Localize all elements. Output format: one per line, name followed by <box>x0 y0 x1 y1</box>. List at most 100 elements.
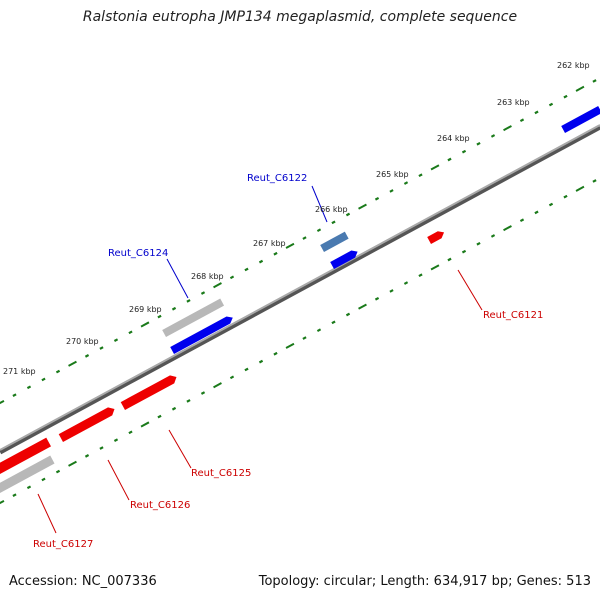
inner-tick <box>26 485 32 490</box>
outer-tick <box>186 299 191 303</box>
pointer-Reut_C6121 <box>457 269 483 311</box>
outer-tick <box>229 275 235 280</box>
inner-tick <box>285 342 295 349</box>
gene-Reut_C6122-highlight <box>330 246 352 262</box>
pointer-Reut_C6126 <box>107 459 130 501</box>
outer-tick <box>200 291 206 295</box>
outer-tick <box>171 306 177 311</box>
outer-tick <box>345 212 351 217</box>
kbp-label: 270 kbp <box>66 337 99 346</box>
kbp-label: 262 kbp <box>557 61 590 70</box>
topology-label: Topology: circular; Length: 634,917 bp; … <box>258 574 591 589</box>
outer-tick <box>55 369 61 374</box>
kbp-label: 267 kbp <box>253 239 286 248</box>
outer-tick <box>128 330 133 335</box>
outer-tick <box>519 118 525 123</box>
inner-tick-track <box>0 179 597 505</box>
outer-tick-track <box>0 79 597 405</box>
gene-forward-262-body <box>561 105 600 133</box>
gene-Reut_C6126 <box>58 403 115 442</box>
pointer-Reut_C6125 <box>168 429 192 469</box>
outer-tick <box>68 360 77 367</box>
inner-tick <box>0 499 5 505</box>
gene-steel-266-highlight <box>320 227 345 245</box>
outer-tick <box>213 282 222 289</box>
gene-Reut_C6127-red <box>0 433 52 474</box>
outer-tick <box>331 220 336 225</box>
gene-Reut_C6121 <box>427 227 445 244</box>
outer-tick <box>490 134 496 138</box>
inner-tick <box>430 264 440 271</box>
outer-tick <box>41 377 46 382</box>
outer-tick <box>258 259 264 264</box>
inner-tick <box>548 202 554 207</box>
pointer-Reut_C6122 <box>311 185 328 223</box>
inner-tick <box>273 351 278 356</box>
gene-Reut_C6121-highlight <box>427 227 438 237</box>
gene-grey-268 <box>162 294 225 337</box>
accession-label: Accession: NC_007336 <box>9 574 157 589</box>
gene-label-Reut_C6122[interactable]: Reut_C6122 <box>247 173 307 184</box>
gene-label-Reut_C6125[interactable]: Reut_C6125 <box>191 468 251 479</box>
inner-tick <box>534 210 539 215</box>
sequence-backbone <box>0 124 600 451</box>
inner-tick <box>461 249 467 254</box>
inner-tick <box>476 241 481 246</box>
outer-tick <box>302 236 307 240</box>
inner-tick <box>563 194 568 199</box>
outer-tick <box>358 203 367 210</box>
gene-label-Reut_C6127[interactable]: Reut_C6127 <box>33 539 93 550</box>
outer-tick <box>0 399 5 405</box>
inner-tick <box>55 469 61 474</box>
outer-tick <box>285 242 295 249</box>
outer-tick <box>592 79 597 83</box>
inner-tick <box>41 477 46 482</box>
gene-Reut_C6121-body <box>427 231 445 244</box>
inner-tick <box>68 460 77 467</box>
inner-tick <box>358 303 367 310</box>
gene-Reut_C6127-red-highlight <box>0 433 47 463</box>
inner-tick <box>258 359 264 364</box>
gene-Reut_C6125 <box>120 371 177 410</box>
kbp-label: 263 kbp <box>497 98 530 107</box>
outer-tick <box>273 251 278 256</box>
inner-tick <box>503 225 512 232</box>
inner-tick <box>316 328 322 333</box>
outer-tick <box>447 157 452 162</box>
gene-Reut_C6127-grey-body <box>0 455 55 493</box>
inner-tick <box>186 399 191 403</box>
gene-Reut_C6125-body <box>120 375 177 410</box>
inner-tick <box>140 421 150 428</box>
inner-tick <box>403 281 409 285</box>
inner-tick <box>575 185 585 192</box>
gene-Reut_C6125-highlight <box>120 371 171 403</box>
outer-tick <box>503 125 512 132</box>
inner-tick <box>229 375 235 380</box>
inner-tick <box>374 296 380 301</box>
inner-tick <box>157 414 162 419</box>
gene-Reut_C6124 <box>170 312 233 354</box>
inner-tick <box>12 493 17 497</box>
gene-label-Reut_C6121[interactable]: Reut_C6121 <box>483 310 543 321</box>
pointer-Reut_C6124 <box>166 258 189 299</box>
outer-tick <box>374 196 380 201</box>
outer-tick <box>548 102 554 107</box>
gene-Reut_C6126-highlight <box>58 403 109 435</box>
inner-tick <box>331 320 336 325</box>
kbp-label: 266 kbp <box>315 205 348 214</box>
kbp-label: 264 kbp <box>437 134 470 143</box>
inner-tick <box>244 367 249 372</box>
inner-tick <box>592 179 597 183</box>
map-title: Ralstonia eutropha JMP134 megaplasmid, c… <box>82 9 518 25</box>
kbp-label: 268 kbp <box>191 272 224 281</box>
inner-tick <box>389 289 394 293</box>
gene-label-Reut_C6124[interactable]: Reut_C6124 <box>108 248 168 259</box>
gene-label-Reut_C6126[interactable]: Reut_C6126 <box>130 500 190 511</box>
gene-Reut_C6122 <box>330 246 358 269</box>
outer-tick <box>113 338 119 342</box>
inner-tick <box>171 406 177 411</box>
gene-steel-266-body <box>320 231 349 252</box>
gene-Reut_C6124-highlight <box>170 312 227 347</box>
gene-forward-262 <box>561 101 600 133</box>
outer-tick <box>430 164 440 171</box>
